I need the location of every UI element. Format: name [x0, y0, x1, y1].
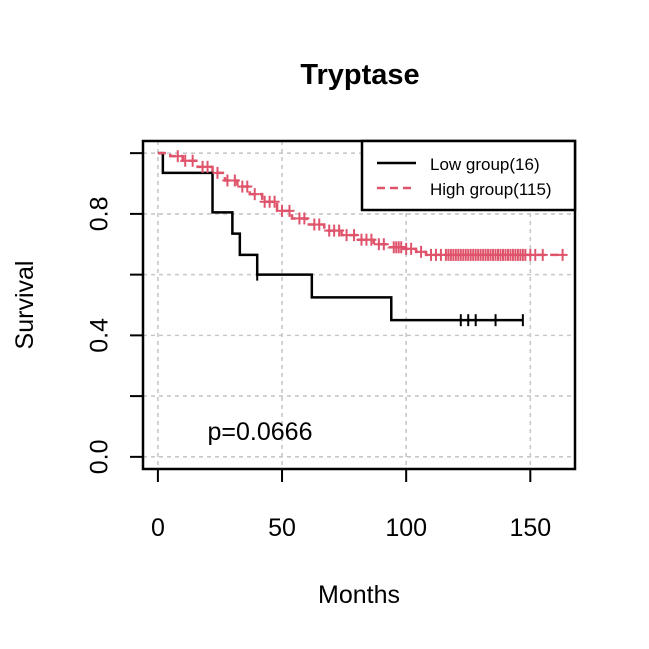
x-tick-label: 50 — [268, 514, 296, 542]
x-axis: 0 50 100 150 — [151, 469, 551, 542]
x-tick-label: 100 — [385, 514, 427, 542]
x-tick-label: 150 — [509, 514, 551, 542]
series-low — [157, 151, 524, 327]
series-layer — [157, 150, 568, 327]
y-axis-label: Survival — [11, 261, 39, 350]
series-high — [157, 150, 568, 261]
p-value-annotation: p=0.0666 — [208, 418, 313, 446]
legend-label-high: High group(115) — [430, 180, 552, 199]
legend: Low group(16) High group(115) — [360, 139, 577, 212]
x-tick-label: 0 — [151, 514, 165, 542]
chart-title: Tryptase — [300, 59, 419, 91]
legend-label-low: Low group(16) — [430, 155, 540, 174]
legend-box — [360, 139, 577, 212]
plot-frame — [141, 139, 577, 471]
survival-curve — [157, 151, 523, 322]
x-axis-label: Months — [318, 581, 400, 609]
y-axis: 0.0 0.4 0.8 — [86, 152, 143, 474]
y-tick-label: 0.4 — [86, 318, 114, 353]
y-tick-label: 0.8 — [86, 197, 114, 232]
y-tick-label: 0.0 — [86, 439, 114, 474]
